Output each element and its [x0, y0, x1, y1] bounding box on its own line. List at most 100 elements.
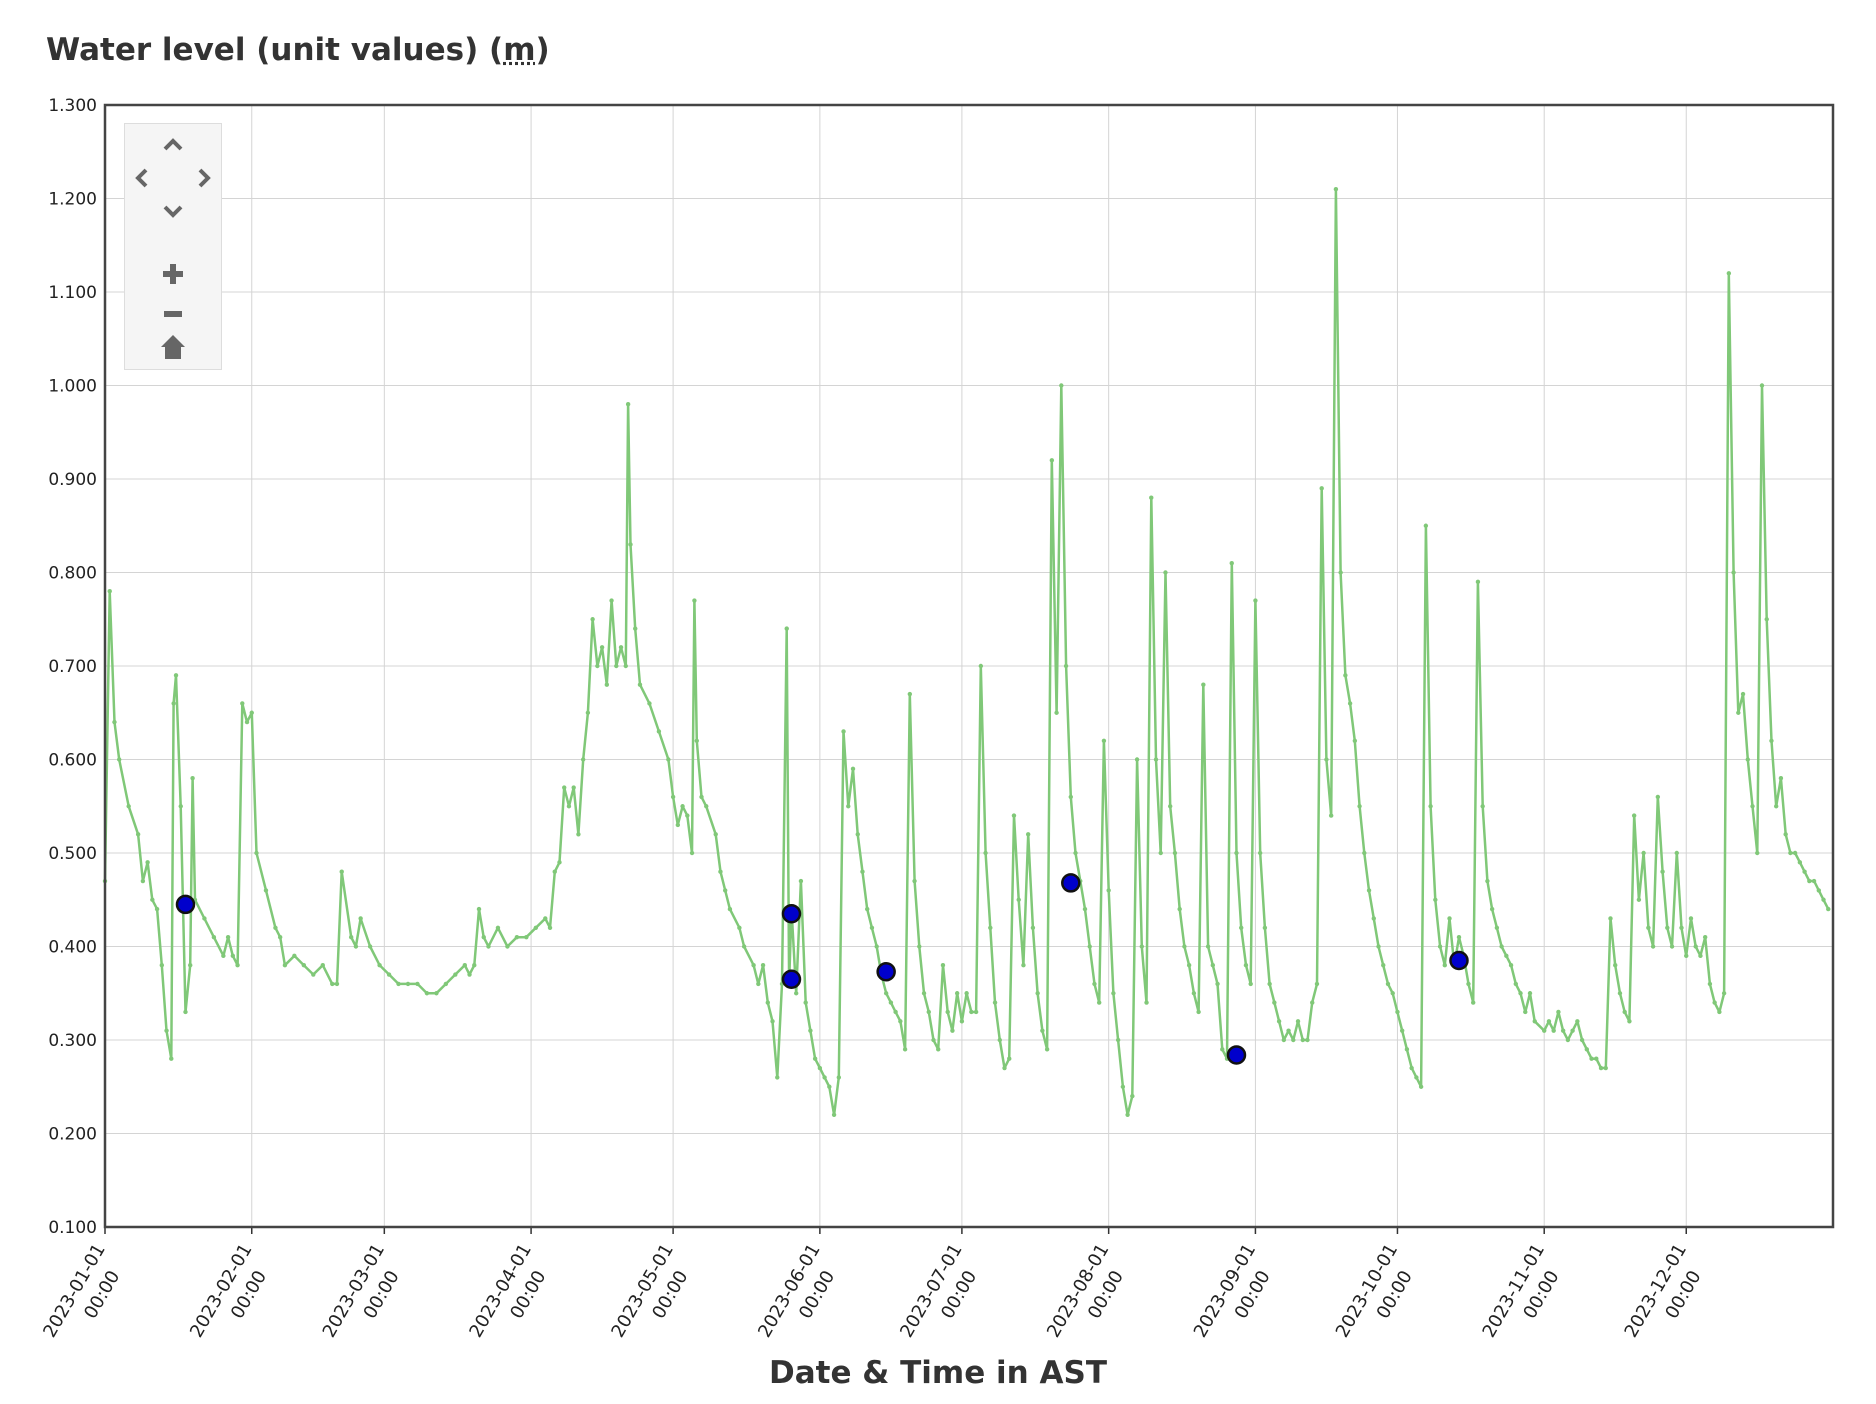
water-level-point[interactable]: [1636, 897, 1642, 902]
water-level-point[interactable]: [1665, 925, 1670, 930]
water-level-point[interactable]: [1650, 944, 1656, 949]
water-level-point[interactable]: [1702, 934, 1708, 940]
water-level-point[interactable]: [434, 991, 439, 996]
water-level-point[interactable]: [1811, 878, 1817, 884]
pan-left-icon[interactable]: [129, 164, 153, 192]
water-level-point[interactable]: [547, 925, 553, 930]
water-level-point[interactable]: [1281, 1037, 1287, 1043]
water-level-point[interactable]: [140, 878, 146, 884]
water-level-point[interactable]: [1082, 906, 1088, 912]
water-level-point[interactable]: [202, 916, 207, 921]
water-level-point[interactable]: [1579, 1037, 1585, 1043]
water-level-point[interactable]: [1272, 1000, 1277, 1005]
water-level-point[interactable]: [1362, 850, 1367, 856]
field-visit-marker[interactable]: [1449, 950, 1469, 971]
water-level-point[interactable]: [1560, 1028, 1566, 1033]
water-level-point[interactable]: [505, 944, 510, 949]
water-level-point[interactable]: [1328, 813, 1334, 818]
water-level-point[interactable]: [1139, 944, 1145, 949]
field-visit-marker[interactable]: [175, 894, 196, 915]
water-level-point[interactable]: [1494, 925, 1500, 930]
water-level-point[interactable]: [1745, 757, 1750, 762]
water-level-point[interactable]: [1087, 944, 1092, 949]
home-reset-icon[interactable]: [159, 332, 187, 362]
water-level-point[interactable]: [164, 1028, 169, 1033]
water-level-point[interactable]: [997, 1037, 1002, 1043]
water-level-point[interactable]: [1712, 1000, 1717, 1005]
water-level-point[interactable]: [1523, 1009, 1528, 1015]
water-level-point[interactable]: [1598, 1065, 1604, 1071]
water-level-point[interactable]: [1399, 1028, 1405, 1033]
water-level-point[interactable]: [1622, 1009, 1627, 1015]
water-level-point[interactable]: [1153, 757, 1159, 762]
water-level-point[interactable]: [1527, 991, 1533, 996]
water-level-point[interactable]: [1551, 1028, 1556, 1033]
water-level-point[interactable]: [367, 944, 373, 949]
water-level-point[interactable]: [1442, 963, 1447, 968]
water-level-point[interactable]: [1177, 906, 1182, 912]
water-level-point[interactable]: [964, 991, 969, 996]
field-visit-marker[interactable]: [1061, 873, 1081, 893]
water-level-point[interactable]: [1769, 738, 1774, 743]
water-level-point[interactable]: [722, 888, 728, 893]
water-level-point[interactable]: [1229, 560, 1234, 566]
water-level-point[interactable]: [1698, 953, 1703, 959]
water-level-point[interactable]: [1631, 813, 1637, 818]
water-level-point[interactable]: [263, 888, 269, 893]
water-level-point[interactable]: [1617, 991, 1623, 996]
water-level-point[interactable]: [1613, 963, 1618, 968]
water-level-point[interactable]: [1726, 271, 1732, 276]
water-level-point[interactable]: [836, 1075, 842, 1080]
water-level-point[interactable]: [1470, 1000, 1476, 1005]
water-level-point[interactable]: [1215, 981, 1220, 987]
water-level-point[interactable]: [462, 963, 468, 968]
water-level-point[interactable]: [1002, 1065, 1007, 1071]
water-level-point[interactable]: [1759, 383, 1765, 388]
water-level-point[interactable]: [1205, 944, 1211, 949]
water-level-point[interactable]: [1021, 963, 1026, 968]
water-level-point[interactable]: [1054, 710, 1059, 715]
water-level-point[interactable]: [1778, 776, 1784, 781]
water-level-point[interactable]: [339, 869, 344, 874]
water-level-point[interactable]: [936, 1047, 941, 1052]
water-level-point[interactable]: [1343, 673, 1348, 678]
water-level-point[interactable]: [727, 906, 733, 912]
water-level-point[interactable]: [1542, 1028, 1547, 1033]
water-level-point[interactable]: [1447, 916, 1452, 921]
water-level-point[interactable]: [983, 850, 988, 856]
water-level-point[interactable]: [973, 1009, 979, 1015]
water-level-point[interactable]: [751, 963, 756, 968]
water-level-point[interactable]: [1669, 944, 1675, 949]
water-level-point[interactable]: [1267, 981, 1272, 987]
water-level-point[interactable]: [1300, 1037, 1305, 1043]
water-level-point[interactable]: [1816, 888, 1821, 893]
water-level-point[interactable]: [1196, 1009, 1201, 1015]
water-level-point[interactable]: [320, 963, 325, 968]
water-level-point[interactable]: [846, 804, 851, 809]
water-level-point[interactable]: [675, 822, 681, 828]
water-level-point[interactable]: [292, 953, 297, 959]
water-level-point[interactable]: [311, 972, 316, 977]
water-level-point[interactable]: [1035, 991, 1040, 996]
water-level-point[interactable]: [386, 972, 392, 977]
water-level-point[interactable]: [1201, 682, 1206, 687]
water-level-point[interactable]: [1736, 710, 1741, 715]
water-level-point[interactable]: [1220, 1047, 1225, 1052]
water-level-point[interactable]: [424, 991, 430, 996]
water-level-point[interactable]: [481, 934, 486, 940]
field-visit-marker[interactable]: [876, 961, 896, 982]
water-level-point[interactable]: [1660, 869, 1665, 874]
water-level-point[interactable]: [273, 925, 278, 930]
water-level-point[interactable]: [888, 1000, 894, 1005]
water-level-point[interactable]: [1381, 963, 1386, 968]
water-level-point[interactable]: [831, 1112, 837, 1118]
water-level-point[interactable]: [680, 804, 685, 809]
water-level-point[interactable]: [1357, 804, 1362, 809]
water-level-point[interactable]: [865, 906, 870, 912]
water-level-point[interactable]: [1404, 1047, 1410, 1052]
water-level-point[interactable]: [1172, 850, 1178, 856]
water-level-point[interactable]: [1646, 925, 1651, 930]
water-level-point[interactable]: [770, 1019, 775, 1024]
water-level-point[interactable]: [117, 757, 122, 762]
water-level-point[interactable]: [1243, 963, 1249, 968]
